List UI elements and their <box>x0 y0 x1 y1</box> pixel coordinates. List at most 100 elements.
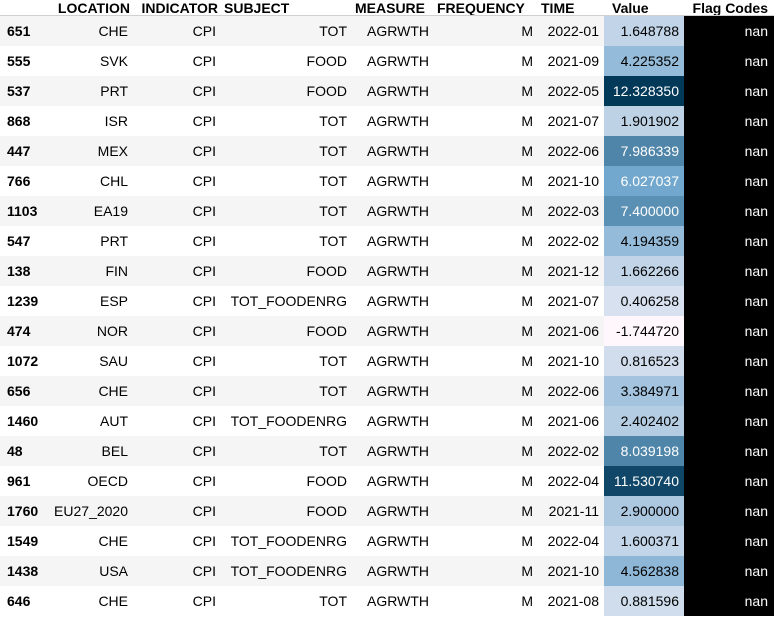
cell-indicator: CPI <box>192 233 216 249</box>
cell-value: 2.900000 <box>604 496 684 526</box>
cell-value: -1.744720 <box>604 316 684 346</box>
table-row: 555 SVK CPI FOOD AGRWTH M 2021-09 4.225352 nan <box>0 46 774 76</box>
row-index: 138 <box>7 263 31 279</box>
cell-indicator: CPI <box>192 503 216 519</box>
cell-measure: AGRWTH <box>367 473 429 489</box>
row-index: 555 <box>7 53 31 69</box>
cell-indicator: CPI <box>192 23 216 39</box>
cell-time: 2021-12 <box>547 263 599 279</box>
cell-time: 2021-08 <box>547 593 599 609</box>
table-row: 48 BEL CPI TOT AGRWTH M 2022-02 8.039198 nan <box>0 436 774 466</box>
cell-subject: TOT <box>319 113 347 129</box>
cell-frequency: M <box>521 443 533 459</box>
cell-flag-codes: nan <box>684 76 774 106</box>
cell-location: ISR <box>104 113 128 129</box>
cell-value: 0.406258 <box>604 286 684 316</box>
cell-value: 0.881596 <box>604 586 684 616</box>
cell-indicator: CPI <box>192 473 216 489</box>
row-index: 646 <box>7 593 31 609</box>
row-index: 1460 <box>7 413 39 429</box>
cell-value: 1.901902 <box>604 106 684 136</box>
row-index: 48 <box>7 443 23 459</box>
cell-frequency: M <box>521 293 533 309</box>
cell-flag-codes: nan <box>684 526 774 556</box>
table-row: 1239 ESP CPI TOT_FOODENRG AGRWTH M 2021-07 0.40… <box>0 286 774 316</box>
cell-subject: TOT_FOODENRG <box>230 563 347 579</box>
cell-location: PRT <box>100 83 128 99</box>
column-header-frequency: FREQUENCY <box>434 0 538 16</box>
header-row: LOCATION INDICATOR SUBJECT MEASURE FREQU… <box>0 0 774 16</box>
cell-location: FIN <box>105 263 128 279</box>
cell-value: 7.400000 <box>604 196 684 226</box>
table-row: 1072 SAU CPI TOT AGRWTH M 2021-10 0.816523 nan <box>0 346 774 376</box>
row-index: 1760 <box>7 503 39 519</box>
table-row: 646 CHE CPI TOT AGRWTH M 2021-08 0.881596 nan <box>0 586 774 616</box>
cell-frequency: M <box>521 503 533 519</box>
column-header-value: Value <box>604 0 684 16</box>
row-index: 868 <box>7 113 31 129</box>
cell-indicator: CPI <box>192 263 216 279</box>
cell-location: CHE <box>98 533 128 549</box>
table-row: 1438 USA CPI TOT_FOODENRG AGRWTH M 2021-10 4.56… <box>0 556 774 586</box>
cell-measure: AGRWTH <box>367 383 429 399</box>
cell-indicator: CPI <box>192 533 216 549</box>
cell-flag-codes: nan <box>684 586 774 616</box>
cell-measure: AGRWTH <box>367 113 429 129</box>
cell-flag-codes: nan <box>684 166 774 196</box>
cell-flag-codes: nan <box>684 346 774 376</box>
cell-time: 2021-06 <box>547 413 599 429</box>
cell-value: 12.328350 <box>604 76 684 106</box>
cell-time: 2021-10 <box>547 353 599 369</box>
cell-indicator: CPI <box>192 143 216 159</box>
cell-time: 2022-06 <box>547 143 599 159</box>
cell-indicator: CPI <box>192 203 216 219</box>
cell-flag-codes: nan <box>684 15 774 46</box>
cell-time: 2021-10 <box>547 563 599 579</box>
table-row: 766 CHL CPI TOT AGRWTH M 2021-10 6.027037 nan <box>0 166 774 196</box>
cell-indicator: CPI <box>192 53 216 69</box>
cell-frequency: M <box>521 473 533 489</box>
cell-location: EU27_2020 <box>54 503 128 519</box>
cell-frequency: M <box>521 233 533 249</box>
cell-value: 11.530740 <box>604 466 684 496</box>
cell-time: 2022-06 <box>547 383 599 399</box>
cell-flag-codes: nan <box>684 466 774 496</box>
cell-time: 2021-07 <box>547 293 599 309</box>
table-row: 1103 EA19 CPI TOT AGRWTH M 2022-03 7.400000 nan <box>0 196 774 226</box>
cell-indicator: CPI <box>192 593 216 609</box>
cell-flag-codes: nan <box>684 316 774 346</box>
cell-location: CHE <box>98 23 128 39</box>
column-header-time: TIME <box>538 0 604 16</box>
cell-location: SAU <box>99 353 128 369</box>
cell-flag-codes: nan <box>684 406 774 436</box>
cell-time: 2022-01 <box>547 23 599 39</box>
column-header-flag-codes: Flag Codes <box>684 0 774 16</box>
cell-frequency: M <box>521 353 533 369</box>
cell-frequency: M <box>521 173 533 189</box>
cell-frequency: M <box>521 323 533 339</box>
cell-location: ESP <box>99 293 128 309</box>
cell-time: 2022-05 <box>547 83 599 99</box>
cell-location: NOR <box>96 323 128 339</box>
cell-measure: AGRWTH <box>367 563 429 579</box>
cell-time: 2021-07 <box>547 113 599 129</box>
cell-frequency: M <box>521 413 533 429</box>
cell-value: 8.039198 <box>604 436 684 466</box>
cell-value: 7.986339 <box>604 136 684 166</box>
cell-value: 3.384971 <box>604 376 684 406</box>
cell-location: PRT <box>100 233 128 249</box>
cell-indicator: CPI <box>192 563 216 579</box>
cell-flag-codes: nan <box>684 286 774 316</box>
cell-measure: AGRWTH <box>367 593 429 609</box>
cell-value: 4.562838 <box>604 556 684 586</box>
row-index: 1072 <box>7 353 39 369</box>
table-body: 651 CHE CPI TOT AGRWTH M 2022-01 1.648788 nan 555… <box>0 15 774 616</box>
cell-indicator: CPI <box>192 83 216 99</box>
cell-frequency: M <box>521 593 533 609</box>
cell-value: 1.600371 <box>604 526 684 556</box>
cell-location: MEX <box>97 143 128 159</box>
cell-measure: AGRWTH <box>367 413 429 429</box>
cell-frequency: M <box>521 23 533 39</box>
table-row: 138 FIN CPI FOOD AGRWTH M 2021-12 1.662266 nan <box>0 256 774 286</box>
